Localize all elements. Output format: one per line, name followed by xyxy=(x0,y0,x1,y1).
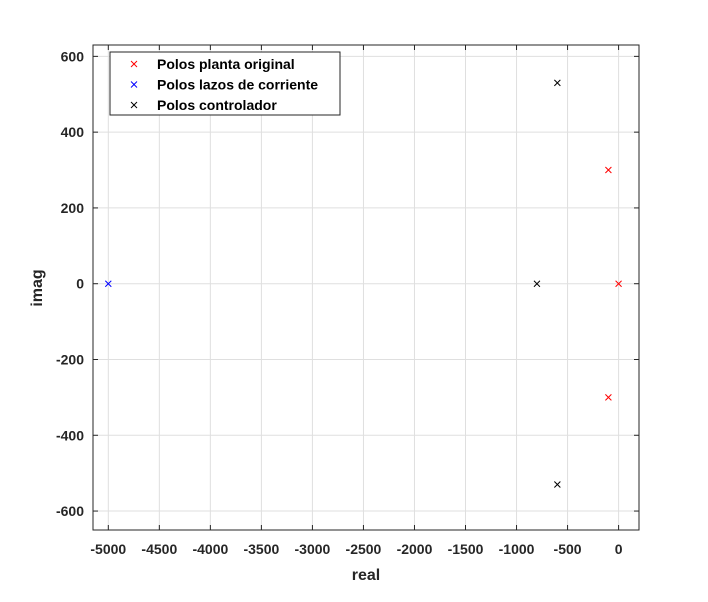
y-tick-label: -600 xyxy=(56,503,84,519)
x-tick-label: -4000 xyxy=(192,541,228,557)
y-tick-label: 400 xyxy=(61,124,85,140)
pole-marker-stroke xyxy=(533,280,541,288)
axes-box xyxy=(92,44,640,531)
grid xyxy=(93,45,639,530)
legend-box xyxy=(109,51,341,116)
x-tick-label: -500 xyxy=(554,541,582,557)
plot-area xyxy=(93,45,639,530)
legend-marker xyxy=(130,81,138,88)
pole-marker xyxy=(533,280,541,288)
pole-marker-stroke xyxy=(605,166,612,174)
pole-marker xyxy=(554,79,561,87)
data-points xyxy=(104,79,622,488)
y-tick-label: -400 xyxy=(56,427,84,443)
x-axis-label: real xyxy=(352,567,380,584)
y-axis-label: imag xyxy=(29,269,46,306)
pole-marker xyxy=(615,280,622,288)
legend-entry-label: Polos controlador xyxy=(157,97,277,113)
x-tick-label: -5000 xyxy=(90,541,126,557)
legend-marker xyxy=(130,101,138,109)
x-tick-label: 0 xyxy=(615,541,623,557)
pole-marker xyxy=(605,394,612,401)
pole-marker-stroke xyxy=(605,394,612,401)
pole-marker-stroke xyxy=(554,79,561,87)
y-ticks: -600 -400 -200 0 200 400 600 xyxy=(56,48,639,519)
legend-marker-stroke xyxy=(130,60,138,68)
legend-marker-stroke xyxy=(130,81,138,88)
x-tick-label: -1500 xyxy=(448,541,484,557)
pole-marker-stroke xyxy=(104,280,112,288)
pole-marker-stroke xyxy=(554,481,561,488)
x-tick-label: -3500 xyxy=(243,541,279,557)
legend: Polos planta original Polos lazos de corr… xyxy=(109,51,341,116)
pole-marker xyxy=(104,280,112,288)
y-tick-label: 200 xyxy=(61,200,85,216)
pole-marker xyxy=(554,481,561,488)
x-tick-label: -1000 xyxy=(499,541,535,557)
legend-entries: Polos planta original Polos lazos de corr… xyxy=(130,56,318,113)
y-tick-label: 0 xyxy=(76,276,84,292)
x-tick-label: -2500 xyxy=(346,541,382,557)
legend-marker-stroke xyxy=(130,101,138,109)
y-tick-label: 600 xyxy=(61,48,85,64)
x-tick-label: -4500 xyxy=(141,541,177,557)
x-ticks: -5000 -4500 -4000 -3500 -3000 -2500 -2000 -1500… xyxy=(90,45,623,557)
x-tick-label: -2000 xyxy=(397,541,433,557)
y-tick-label: -200 xyxy=(56,351,84,367)
legend-entry-label: Polos planta original xyxy=(157,56,295,72)
x-tick-label: -3000 xyxy=(295,541,331,557)
legend-marker xyxy=(130,60,138,68)
pole-marker xyxy=(605,166,612,174)
pole-marker-stroke xyxy=(615,280,622,288)
legend-entry-label: Polos lazos de corriente xyxy=(157,77,318,93)
